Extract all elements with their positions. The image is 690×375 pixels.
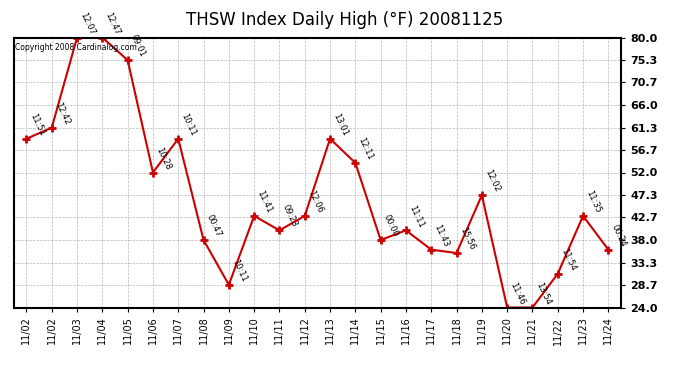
Text: 09:23: 09:23	[281, 204, 299, 229]
Text: 11:35: 11:35	[584, 189, 602, 214]
Text: 11:54: 11:54	[559, 247, 578, 272]
Text: 12:02: 12:02	[483, 168, 502, 194]
Text: 10:11: 10:11	[179, 112, 198, 137]
Text: 12:11: 12:11	[357, 136, 375, 162]
Text: 10:11: 10:11	[230, 258, 248, 284]
Text: 13:54: 13:54	[534, 280, 552, 306]
Text: 12:47: 12:47	[104, 10, 122, 36]
Text: 13:01: 13:01	[331, 112, 350, 137]
Text: 11:43: 11:43	[433, 223, 451, 248]
Text: 09:01: 09:01	[129, 33, 147, 59]
Text: 11:41: 11:41	[255, 189, 274, 214]
Text: 15:56: 15:56	[458, 226, 476, 252]
Text: THSW Index Daily High (°F) 20081125: THSW Index Daily High (°F) 20081125	[186, 11, 504, 29]
Text: 12:42: 12:42	[53, 101, 71, 126]
Text: 00:24: 00:24	[610, 223, 628, 248]
Text: 00:00: 00:00	[382, 213, 400, 238]
Text: 12:06: 12:06	[306, 189, 324, 214]
Text: 11:11: 11:11	[407, 204, 426, 229]
Text: 10:28: 10:28	[155, 146, 172, 171]
Text: 12:07: 12:07	[79, 10, 97, 36]
Text: 11:51: 11:51	[28, 112, 46, 137]
Text: 11:46: 11:46	[509, 280, 526, 306]
Text: 00:47: 00:47	[205, 213, 223, 238]
Text: Copyright 2008 Cardinalog.com: Copyright 2008 Cardinalog.com	[15, 43, 137, 52]
